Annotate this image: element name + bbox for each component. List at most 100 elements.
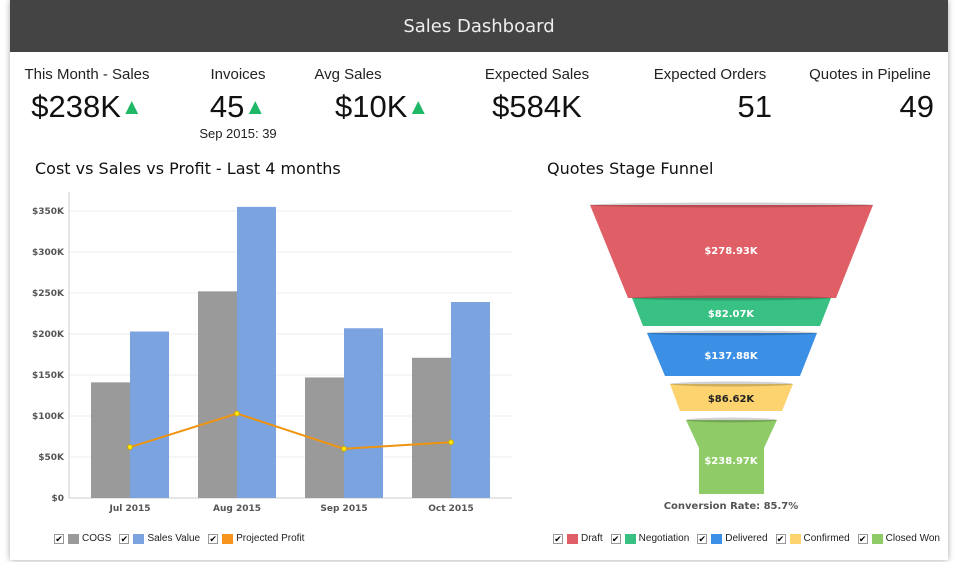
legend-item[interactable]: ✔ Projected Profit <box>208 533 304 544</box>
legend-swatch <box>871 533 883 544</box>
kpi-value: $584K <box>492 89 582 124</box>
conversion-rate-label: Conversion Rate: 85.7% <box>664 501 799 512</box>
x-tick-label: Oct 2015 <box>428 504 473 514</box>
legend-swatch <box>68 533 79 544</box>
legend-swatch <box>222 533 234 544</box>
kpi-label: Expected Orders <box>653 66 767 83</box>
legend-swatch <box>711 533 723 544</box>
bar-chart-legend: ✔ COGS ✔ Sales Value ✔ Projected Profit <box>54 533 312 544</box>
funnel-value-label: $82.07K <box>708 309 756 320</box>
profit-point <box>127 444 133 451</box>
checkbox-icon[interactable]: ✔ <box>208 533 219 544</box>
kpi-label: Invoices <box>210 66 266 83</box>
legend-item[interactable]: ✔ Negotiation <box>610 533 690 544</box>
bar-sales-value <box>237 206 276 498</box>
legend-label: Delivered <box>725 533 768 544</box>
line-projected-profit <box>129 412 452 450</box>
funnel-stage-rim <box>670 381 793 387</box>
x-tick-label: Aug 2015 <box>213 504 261 514</box>
funnel-stage-rim <box>590 202 873 208</box>
kpi-expected-sales: Expected Sales $584K <box>476 66 598 125</box>
kpi-value: $238K <box>31 89 121 124</box>
y-tick-label: $100K <box>32 412 65 422</box>
bar-sales-value <box>130 331 169 498</box>
x-tick-label: Sep 2015 <box>320 504 367 514</box>
legend-label: Sales Value <box>147 533 201 544</box>
legend-item[interactable]: ✔ COGS <box>54 533 111 544</box>
legend-item[interactable]: ✔ Delivered <box>697 533 768 544</box>
checkbox-icon[interactable]: ✔ <box>775 533 786 544</box>
checkbox-icon[interactable]: ✔ <box>697 533 708 544</box>
y-tick-label: $150K <box>32 371 65 381</box>
legend-swatch <box>789 533 801 544</box>
funnel-stage-delivered <box>647 333 817 376</box>
funnel-stage-closed-won <box>686 420 777 494</box>
profit-point <box>234 410 240 417</box>
checkbox-icon[interactable]: ✔ <box>857 533 868 544</box>
profit-point <box>341 445 347 452</box>
funnel-stage-draft <box>590 205 873 298</box>
funnel-stage-rim <box>647 330 817 336</box>
kpi-avg-sales: Avg Sales $10K▲ <box>300 66 429 125</box>
header-title: Sales Dashboard <box>10 0 948 52</box>
funnel-chart-title: Quotes Stage Funnel <box>547 159 714 178</box>
bar-cogs <box>412 357 451 498</box>
legend-label: Draft <box>581 533 603 544</box>
bar-sales-value <box>344 328 383 498</box>
legend-item[interactable]: ✔ Draft <box>553 533 603 544</box>
legend-swatch <box>133 533 145 544</box>
checkbox-icon[interactable]: ✔ <box>119 533 130 544</box>
kpi-subtext: Sep 2015: 39 <box>199 126 277 141</box>
checkbox-icon[interactable]: ✔ <box>610 533 621 544</box>
funnel-value-label: $137.88K <box>704 351 759 362</box>
trend-up-icon: ▲ <box>244 94 267 119</box>
legend-label: COGS <box>82 533 112 544</box>
kpi-invoices: Invoices 45▲ Sep 2015: 39 <box>180 66 296 141</box>
funnel-stage-rim <box>686 417 777 423</box>
funnel-value-label: $278.93K <box>704 246 759 257</box>
y-tick-label: $350K <box>32 207 65 217</box>
bar-sales-value <box>451 302 490 498</box>
checkbox-icon[interactable]: ✔ <box>553 533 563 544</box>
kpi-label: This Month - Sales <box>24 66 150 83</box>
kpi-value: 45 <box>209 89 245 124</box>
kpi-label: Quotes in Pipeline <box>809 66 931 83</box>
legend-label: Projected Profit <box>236 533 305 544</box>
funnel-legend: ✔ Draft ✔ Negotiation ✔ Delivered ✔ Confirmed ✔ C… <box>553 533 948 544</box>
y-tick-label: $300K <box>32 248 65 258</box>
y-tick-label: $200K <box>32 330 65 340</box>
y-tick-label: $250K <box>32 289 65 299</box>
kpi-this-month-sales: This Month - Sales $238K▲ <box>14 66 160 125</box>
trend-up-icon: ▲ <box>407 94 430 119</box>
profit-point <box>448 439 454 446</box>
x-tick-label: Jul 2015 <box>108 504 150 514</box>
trend-up-icon: ▲ <box>120 94 143 119</box>
y-tick-label: $0 <box>51 494 64 504</box>
funnel-stage-rim <box>632 295 831 301</box>
legend-label: Closed Won <box>885 533 940 544</box>
funnel-stage-negotiation <box>632 298 831 326</box>
kpi-label: Expected Sales <box>484 66 590 83</box>
legend-item[interactable]: ✔ Sales Value <box>119 533 200 544</box>
bar-cogs <box>198 291 237 498</box>
kpi-quotes-in-pipeline: Quotes in Pipeline 49 <box>802 66 938 125</box>
kpi-label: Avg Sales <box>314 66 382 83</box>
kpi-value: 51 <box>737 89 772 124</box>
funnel-value-label: $86.62K <box>708 394 756 405</box>
kpi-value: $10K <box>335 89 408 124</box>
funnel-value-label: $238.97K <box>704 456 759 467</box>
checkbox-icon[interactable]: ✔ <box>54 533 64 544</box>
bar-chart-title: Cost vs Sales vs Profit - Last 4 months <box>35 159 341 178</box>
legend-item[interactable]: ✔ Confirmed <box>775 533 850 544</box>
kpi-expected-orders: Expected Orders 51 <box>646 66 774 125</box>
kpi-value: 49 <box>899 89 934 124</box>
funnel-stage-confirmed <box>670 384 793 411</box>
legend-swatch <box>567 533 578 544</box>
legend-item[interactable]: ✔ Closed Won <box>857 533 940 544</box>
bar-cogs <box>91 382 130 498</box>
legend-label: Confirmed <box>803 533 850 544</box>
legend-label: Negotiation <box>638 533 690 544</box>
legend-swatch <box>624 533 636 544</box>
y-tick-label: $50K <box>38 453 65 463</box>
